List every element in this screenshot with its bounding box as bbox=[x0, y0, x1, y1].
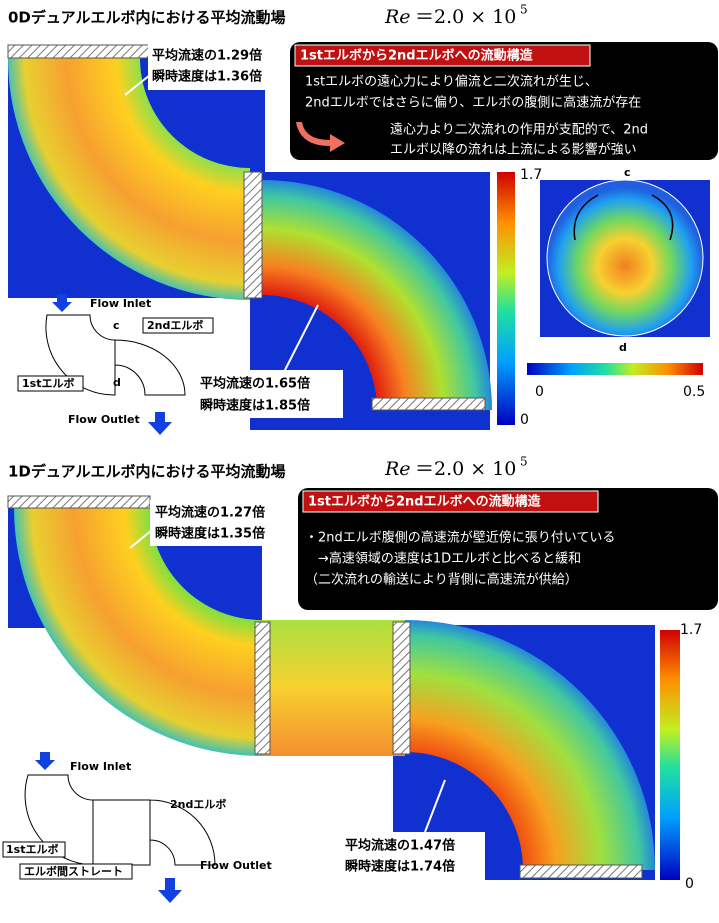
info-title-bar bbox=[302, 490, 599, 513]
elbow-field bbox=[405, 620, 655, 870]
colorbar bbox=[497, 172, 515, 425]
re-exponent: 5 bbox=[520, 455, 528, 469]
arrow bbox=[424, 779, 446, 833]
callout-text: 平均流速の1.27倍 bbox=[155, 505, 265, 521]
vortex-arrow bbox=[573, 194, 674, 241]
callout bbox=[148, 42, 288, 90]
arrow bbox=[284, 304, 319, 371]
elbow-field bbox=[8, 58, 250, 300]
info-line: ・2ndエルボ腹側の高速流が壁近傍に張り付いている bbox=[305, 530, 615, 546]
elbow-field bbox=[262, 180, 492, 410]
callout-text: 瞬時速度は1.85倍 bbox=[200, 398, 310, 414]
colorbar-tick: 0 bbox=[520, 412, 529, 428]
hatched-wall bbox=[392, 621, 411, 755]
arrow bbox=[124, 74, 151, 96]
info-box bbox=[298, 488, 718, 610]
schematic-label: c bbox=[113, 319, 120, 332]
label-box bbox=[17, 375, 84, 392]
flow-arrow bbox=[158, 878, 182, 903]
callout-text: 平均流速の1.65倍 bbox=[200, 376, 310, 392]
info-title-bar bbox=[294, 44, 591, 67]
callout-text: 瞬時速度は1.74倍 bbox=[345, 859, 455, 875]
label-box bbox=[2, 841, 66, 858]
schematic bbox=[45, 314, 186, 396]
flow-arrow bbox=[52, 294, 72, 312]
info-line: エルボ以降の流れは上流による影響が強い bbox=[390, 142, 637, 158]
schematic-label: 2ndエルボ bbox=[147, 318, 203, 332]
callout-text: 瞬時速度は1.36倍 bbox=[152, 69, 262, 85]
label-box bbox=[19, 863, 133, 880]
flow-arrow bbox=[35, 752, 55, 770]
section-label: c bbox=[624, 166, 631, 179]
callout-text: 平均流速の1.47倍 bbox=[345, 838, 455, 854]
re-exponent: 5 bbox=[520, 3, 528, 17]
panel-title: 1Dデュアルエルボ内における平均流動場 bbox=[8, 463, 285, 481]
info-line: （二次流れの輸送により背側に高速流が供給） bbox=[305, 572, 578, 588]
info-line: 2ndエルボではさらに偏り、エルボの腹側に高速流が存在 bbox=[305, 95, 641, 111]
callout-text: 瞬時速度は1.35倍 bbox=[155, 526, 265, 542]
hatched-wall bbox=[254, 621, 271, 755]
schematic-label: 2ndエルボ bbox=[170, 797, 226, 811]
colorbar bbox=[660, 630, 680, 880]
schematic-label: Flow Outlet bbox=[200, 859, 272, 872]
info-title: 1stエルボから2ndエルボへの流動構造 bbox=[300, 48, 534, 64]
info-line: →高速領域の速度は1Dエルボと比べると緩和 bbox=[318, 551, 581, 567]
schematic-label: 1stエルボ bbox=[22, 376, 74, 390]
schematic-label: d bbox=[113, 376, 121, 389]
hatched-wall bbox=[243, 171, 263, 299]
label-box bbox=[142, 317, 214, 334]
hatched-wall bbox=[7, 44, 151, 59]
info-line: 遠心力より二次流れの作用が支配的で、2nd bbox=[390, 122, 648, 138]
callout bbox=[150, 500, 290, 546]
section-colorbar-tick: 0.5 bbox=[683, 384, 705, 400]
callout bbox=[340, 832, 485, 880]
re-value: ＝2.0 × 10 bbox=[415, 458, 516, 480]
schematic-label: エルボ間ストレート bbox=[24, 864, 123, 878]
re-symbol: Re bbox=[384, 458, 411, 480]
section-colorbar bbox=[527, 363, 703, 375]
hatched-wall bbox=[519, 864, 643, 879]
elbow-field bbox=[14, 508, 262, 756]
flow-arrow bbox=[148, 412, 172, 435]
schematic-label: Flow Inlet bbox=[90, 297, 151, 310]
colorbar-tick: 1.7 bbox=[520, 167, 542, 183]
arrow-icon bbox=[296, 122, 345, 152]
arrow bbox=[129, 529, 153, 549]
section-colorbar-tick: 0 bbox=[535, 384, 544, 400]
hatched-wall bbox=[371, 397, 486, 411]
re-symbol: Re bbox=[384, 6, 411, 28]
schematic-label: Flow Outlet bbox=[68, 413, 140, 426]
colorbar-tick: 1.7 bbox=[680, 622, 702, 638]
hatched-wall bbox=[7, 495, 151, 509]
info-line: 1stエルボの遠心力により偏流と二次流れが生じ、 bbox=[305, 74, 598, 90]
re-value: ＝2.0 × 10 bbox=[415, 6, 516, 28]
colorbar-tick: 0 bbox=[685, 876, 694, 892]
section-label: d bbox=[619, 341, 627, 354]
schematic-label: Flow Inlet bbox=[70, 760, 131, 773]
callout-text: 平均流速の1.29倍 bbox=[152, 48, 262, 64]
straight-field bbox=[262, 620, 405, 756]
info-title: 1stエルボから2ndエルボへの流動構造 bbox=[308, 494, 542, 510]
schematic-label: 1stエルボ bbox=[6, 842, 58, 856]
callout bbox=[195, 370, 343, 418]
cross-section bbox=[546, 179, 704, 337]
info-box bbox=[290, 42, 718, 160]
panel-title: 0Dデュアルエルボ内における平均流動場 bbox=[8, 9, 285, 27]
